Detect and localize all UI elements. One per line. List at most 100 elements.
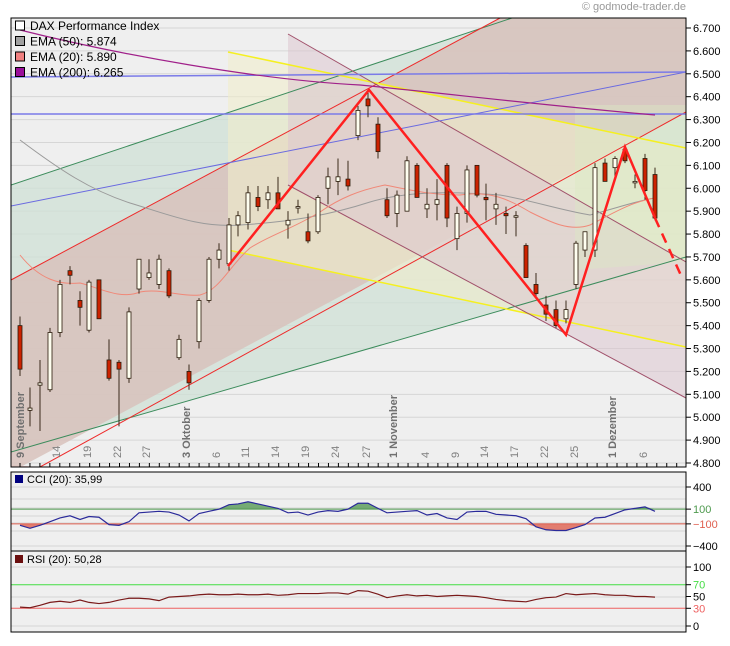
candle-up [355, 110, 361, 137]
candle-up [513, 215, 519, 218]
month-label: 1 November [388, 394, 400, 458]
cci-legend-swatch [15, 475, 23, 483]
candle-down [642, 158, 648, 191]
rsi-panel-background [11, 551, 686, 632]
cci-panel-background [11, 472, 686, 551]
ema50-line [19, 139, 656, 226]
candle-up [176, 338, 182, 359]
price-tick-label: 6.600 [693, 46, 721, 58]
day-label: 9 [450, 452, 462, 458]
cci-tick-label: 100 [693, 504, 711, 516]
price-tick-label: 5.100 [693, 389, 721, 401]
candle-down [17, 325, 23, 370]
rsi-line [19, 589, 656, 609]
price-tick-label: 6.400 [693, 92, 721, 104]
candle-down [106, 359, 112, 379]
candle-up [335, 176, 341, 182]
month-label: 3 Oktober [181, 406, 193, 458]
rsi-plot [11, 584, 686, 609]
candle-up [47, 332, 53, 391]
day-label: 14 [51, 446, 63, 458]
candle-down [67, 270, 73, 276]
candle-up [156, 258, 162, 285]
candle-up [216, 249, 222, 260]
candle-down [365, 98, 371, 107]
blue-trendline-rising [11, 71, 686, 207]
candle-up [632, 180, 638, 184]
candle-up [285, 219, 291, 226]
legend-swatch [15, 67, 25, 77]
zigzag-line [227, 87, 657, 338]
cci-legend-label: CCI (20): 35,99 [27, 474, 102, 486]
candle-up [265, 192, 271, 201]
zigzag-pattern [227, 87, 685, 338]
candle-down [305, 231, 311, 242]
cci-line [19, 501, 656, 532]
price-tick-label: 6.100 [693, 160, 721, 172]
day-label: 27 [141, 446, 153, 458]
day-label: 25 [569, 446, 581, 458]
cci-grid [11, 486, 686, 547]
candle-up [315, 197, 321, 233]
candle-down [503, 213, 509, 217]
candle-up [226, 224, 232, 265]
rsi-panel-frame [10, 550, 687, 633]
price-tick-label: 4.800 [693, 458, 721, 470]
ema200-line [19, 29, 656, 116]
candle-up [563, 309, 569, 320]
day-label: 22 [112, 446, 124, 458]
day-label: 24 [330, 446, 342, 458]
green-channel-lower-line [11, 256, 686, 453]
price-tick-label: 5.300 [693, 344, 721, 356]
candle-down [474, 164, 480, 196]
day-label: 19 [82, 446, 94, 458]
candle-up [612, 158, 618, 169]
red-channel-upper-line [11, 18, 501, 281]
price-tick-label: 6.700 [693, 23, 721, 35]
candle-up [295, 206, 301, 209]
candle-down [116, 361, 122, 370]
day-label: 14 [479, 446, 491, 458]
price-tick-label: 6.300 [693, 115, 721, 127]
candle-up [454, 213, 460, 240]
legend-swatch [15, 20, 25, 31]
legend-label: DAX Performance Index [30, 19, 159, 33]
candle-up [57, 284, 63, 333]
price-tick-label: 4.900 [693, 435, 721, 447]
candle-up [196, 300, 202, 343]
price-tick-label: 5.400 [693, 321, 721, 333]
candle-up [582, 231, 588, 251]
candle-up [325, 176, 331, 189]
legend-label: EMA (200): 6.265 [30, 66, 124, 80]
candle-down [523, 245, 529, 278]
legend-swatch [15, 51, 25, 62]
purple-channel-upper-line [287, 33, 686, 263]
price-tick-label: 5.600 [693, 275, 721, 287]
yellow-channel-upper-line [227, 51, 686, 149]
cci-tick-label: 400 [693, 482, 711, 494]
candlesticks [17, 92, 658, 431]
day-label: 22 [539, 446, 551, 458]
candle-down [384, 199, 390, 217]
green-channel-upper-line [11, 18, 514, 186]
price-tick-label: 5.500 [693, 298, 721, 310]
candle-up [434, 199, 440, 205]
month-label: 9 September [15, 391, 27, 458]
candle-down [602, 162, 608, 182]
rsi-legend-swatch [15, 555, 23, 563]
cci-tick-label: −400 [693, 541, 718, 553]
price-legend: DAX Performance Index EMA (50): 5.874 EMA … [15, 19, 159, 80]
rsi-grid [11, 566, 686, 627]
price-tick-label: 5.800 [693, 229, 721, 241]
rsi-tick-label: 30 [693, 603, 705, 615]
candle-down [345, 178, 351, 187]
day-label: 11 [240, 447, 252, 458]
candle-down [553, 309, 559, 327]
candle-down [652, 174, 658, 219]
copyright-text: © godmode-trader.de [581, 1, 686, 13]
legend-label: EMA (50): 5.874 [30, 35, 117, 49]
month-label: 1 Dezember [607, 396, 619, 458]
candle-down [166, 270, 172, 297]
